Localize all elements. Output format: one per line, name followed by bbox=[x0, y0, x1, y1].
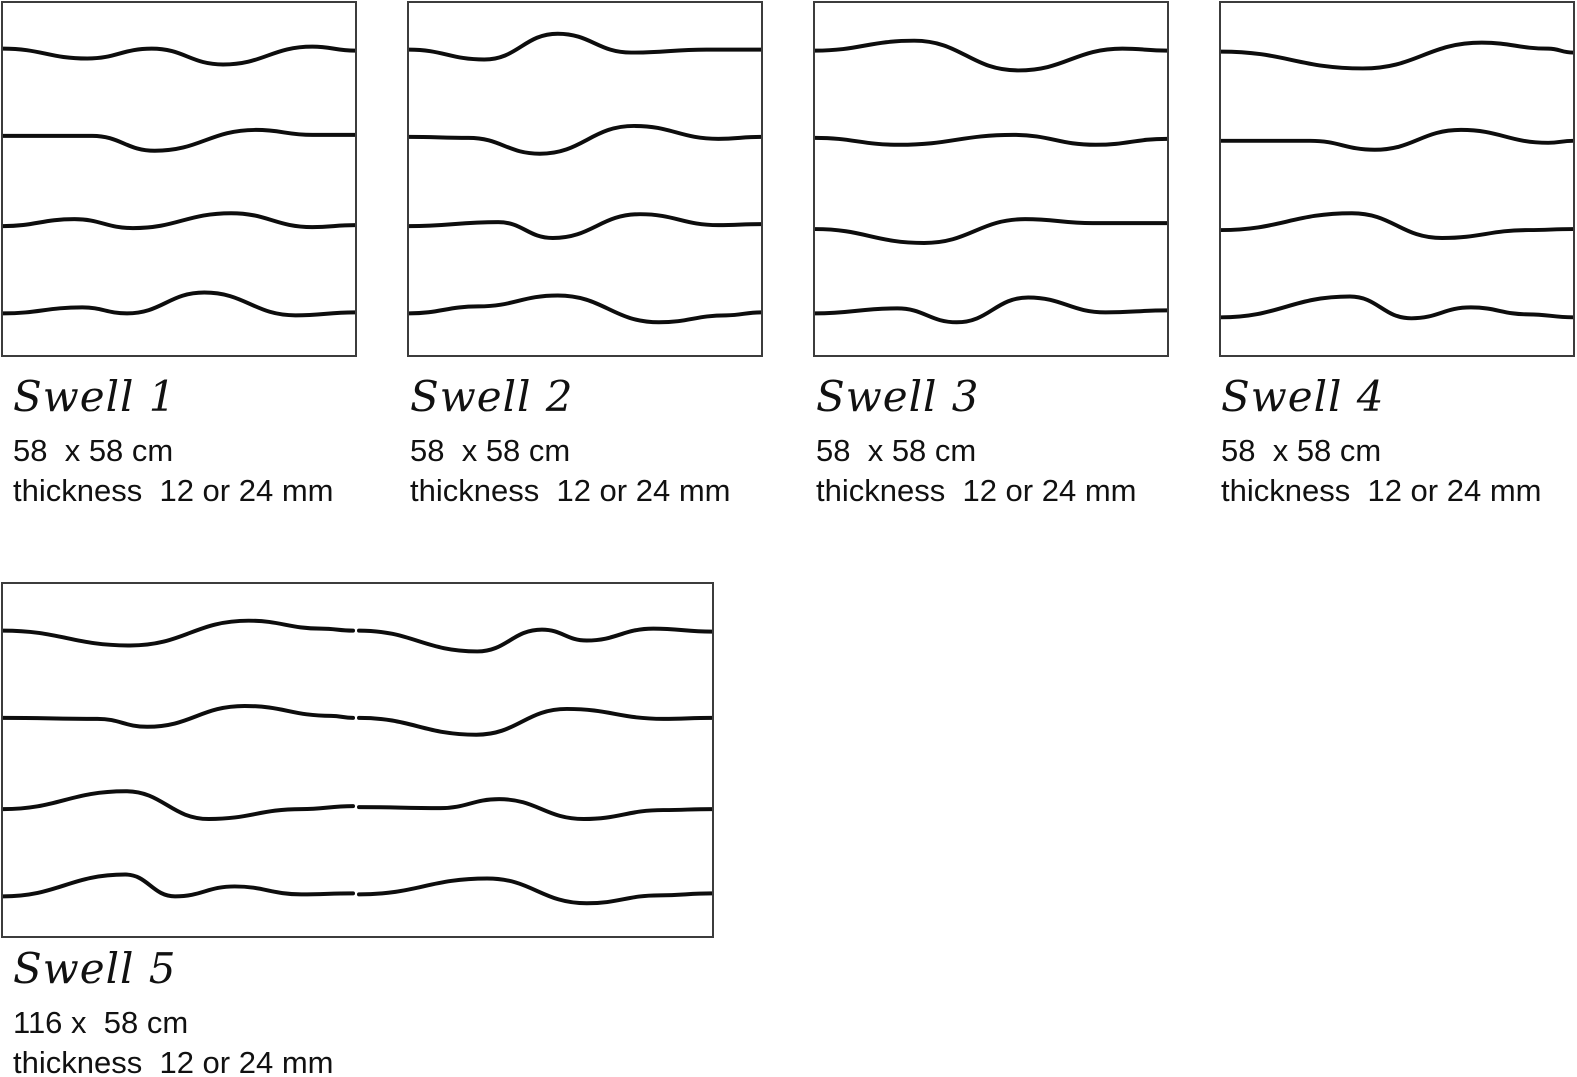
panel-thickness: thickness 12 or 24 mm bbox=[13, 473, 334, 508]
panel-size: 58 x 58 cm bbox=[13, 433, 174, 468]
panel-thickness: thickness 12 or 24 mm bbox=[816, 473, 1137, 508]
panel-title: Swell 5 bbox=[13, 944, 177, 993]
swell-5-wave-lines bbox=[3, 618, 712, 906]
panel-thickness: thickness 12 or 24 mm bbox=[1221, 473, 1542, 508]
swell-2-drawing bbox=[407, 1, 763, 357]
swell-2-caption: Swell 2 58 x 58 cm thickness 12 or 24 mm bbox=[410, 372, 790, 511]
panel-size: 58 x 58 cm bbox=[1221, 433, 1382, 468]
panel-thickness: thickness 12 or 24 mm bbox=[410, 473, 731, 508]
swell-3-wave-lines bbox=[815, 38, 1167, 325]
swell-4-wave-lines bbox=[1221, 40, 1573, 321]
panel-title: Swell 3 bbox=[816, 372, 980, 421]
swell-1-caption: Swell 1 58 x 58 cm thickness 12 or 24 mm bbox=[13, 372, 393, 511]
panel-size: 58 x 58 cm bbox=[410, 433, 571, 468]
panel-title: Swell 4 bbox=[1221, 372, 1385, 421]
panel-size: 116 x 58 cm bbox=[13, 1005, 189, 1040]
swell-5-drawing bbox=[1, 582, 714, 938]
swell-3-drawing bbox=[813, 1, 1169, 357]
panel-size: 58 x 58 cm bbox=[816, 433, 977, 468]
panel-title: Swell 1 bbox=[13, 372, 177, 421]
swell-5-caption: Swell 5 116 x 58 cm thickness 12 or 24 m… bbox=[13, 944, 393, 1077]
panel-thickness: thickness 12 or 24 mm bbox=[13, 1045, 334, 1077]
swell-2-wave-lines bbox=[409, 31, 761, 325]
panel-title: Swell 2 bbox=[410, 372, 574, 421]
swell-4-caption: Swell 4 58 x 58 cm thickness 12 or 24 mm bbox=[1221, 372, 1577, 511]
swell-1-wave-lines bbox=[3, 44, 355, 318]
swell-4-drawing bbox=[1219, 1, 1575, 357]
swell-3-caption: Swell 3 58 x 58 cm thickness 12 or 24 mm bbox=[816, 372, 1196, 511]
swell-1-drawing bbox=[1, 1, 357, 357]
